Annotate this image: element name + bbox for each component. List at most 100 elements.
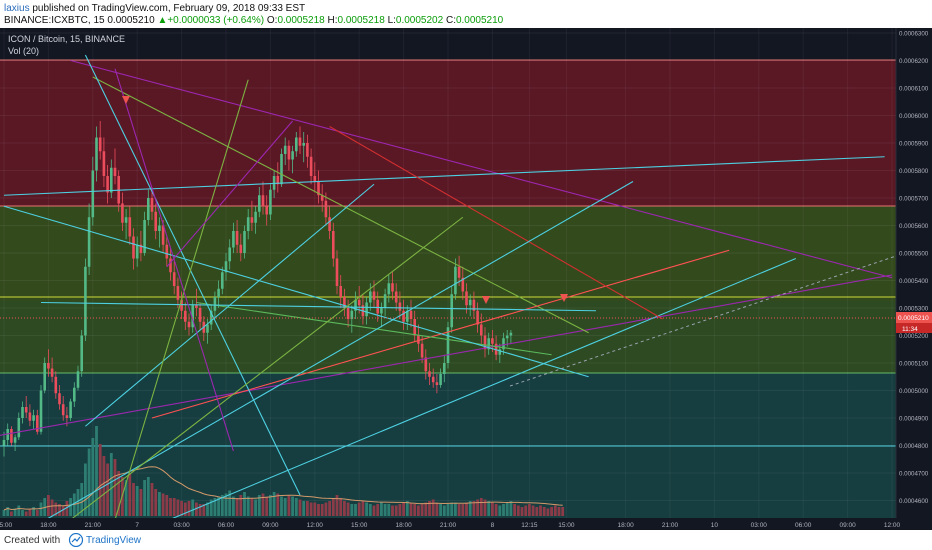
- volume-bar: [143, 480, 146, 516]
- candle-body: [472, 299, 476, 311]
- candle-body: [87, 217, 91, 267]
- trendline: [40, 301, 597, 312]
- candle-body: [505, 335, 509, 339]
- candle-body: [291, 151, 294, 160]
- publisher-username[interactable]: laxius: [4, 3, 30, 14]
- volume-bar: [409, 502, 413, 516]
- volume-bar: [420, 504, 424, 516]
- volume-bar: [287, 495, 291, 516]
- y-tick-label: 0.0005500: [899, 251, 929, 258]
- trendline: [3, 205, 589, 378]
- candle-body: [498, 349, 502, 355]
- candle-body: [180, 299, 183, 311]
- candle-body: [354, 299, 357, 311]
- x-tick-label: 12:15: [521, 522, 538, 529]
- dashed-projection-line[interactable]: [509, 255, 897, 387]
- candle-body: [309, 156, 313, 176]
- quote-line: BINANCE:ICXBTC, 15 0.0005210 ▲+0.0000033…: [4, 15, 503, 26]
- volume-bar: [450, 502, 454, 516]
- x-tick-label: 12:00: [307, 522, 324, 529]
- volume-bar: [191, 499, 195, 516]
- volume-bar: [113, 459, 117, 516]
- volume-bar: [428, 501, 431, 516]
- candle-body: [224, 261, 228, 273]
- tradingview-logo-icon[interactable]: [68, 533, 84, 547]
- candle-body: [298, 137, 302, 146]
- candle-body: [172, 272, 176, 286]
- volume-bar: [61, 505, 65, 516]
- volume-bar: [180, 501, 183, 516]
- tradingview-brand[interactable]: TradingView: [86, 535, 142, 546]
- candle-body: [228, 247, 231, 262]
- candle-body: [376, 299, 379, 314]
- volume-bar: [21, 510, 24, 516]
- candle-body: [480, 324, 483, 336]
- volume-bar: [139, 489, 143, 516]
- x-tick-label: 03:00: [751, 522, 768, 529]
- volume-bar: [439, 504, 442, 516]
- candle-body: [73, 387, 76, 402]
- volume-bar: [39, 502, 43, 516]
- volume-bar: [76, 489, 80, 516]
- volume-bar: [361, 501, 365, 516]
- y-tick-label: 0.0005400: [899, 278, 929, 285]
- y-tick-label: 0.0005800: [899, 168, 929, 175]
- y-tick-label: 0.0005900: [899, 141, 929, 148]
- candle-body: [198, 308, 202, 322]
- volume-bars: [2, 426, 565, 516]
- low-label: L:: [387, 15, 396, 26]
- volume-bar: [313, 502, 317, 516]
- candle-body: [184, 310, 187, 322]
- trendline: [70, 59, 893, 279]
- x-axis-ticks: 15:00 18:00 21:00 7 03:00 06:00 09:00 12:00 15:0…: [0, 522, 901, 529]
- candle-body: [246, 217, 250, 231]
- close-label: C:: [445, 15, 456, 26]
- candle-body: [128, 217, 132, 237]
- candle-body: [428, 371, 431, 377]
- candle-body: [243, 231, 246, 253]
- volume-bar: [235, 498, 239, 516]
- volume-bar: [346, 502, 350, 516]
- candle-body: [443, 363, 446, 374]
- candle-body: [372, 291, 376, 300]
- candle-body: [158, 225, 161, 231]
- candle-body: [165, 244, 169, 259]
- trendline: [196, 301, 552, 356]
- candle-body: [10, 429, 13, 443]
- volume-bar: [302, 501, 306, 516]
- volume-bar: [498, 505, 502, 516]
- volume-bar: [272, 492, 276, 516]
- candle-body: [6, 429, 9, 440]
- volume-bar: [509, 501, 513, 516]
- candle-body: [398, 302, 402, 311]
- x-tick-label: 06:00: [795, 522, 812, 529]
- change-up-icon: ▲: [157, 15, 168, 26]
- volume-bar: [454, 502, 457, 516]
- candle-body: [468, 299, 472, 306]
- volume-bar: [542, 507, 546, 516]
- volume-bar: [520, 507, 524, 516]
- volume-bar: [169, 498, 172, 516]
- candle-body: [43, 363, 46, 391]
- candle-body: [195, 305, 198, 308]
- low-value: 0.0005202: [395, 15, 444, 26]
- candle-body: [439, 374, 442, 385]
- x-tick-label: 8: [491, 522, 495, 529]
- volume-bar: [17, 505, 21, 516]
- volume-bar: [132, 483, 135, 516]
- price-axis[interactable]: [896, 28, 932, 530]
- footer: Created with TradingView: [0, 530, 932, 550]
- candle-body: [221, 272, 224, 289]
- volume-bar: [539, 505, 542, 516]
- volume-bar: [109, 453, 113, 516]
- time-axis[interactable]: [0, 518, 932, 530]
- open-value: 0.0005218: [277, 15, 325, 26]
- volume-bar: [446, 504, 450, 516]
- trendline: [166, 120, 294, 268]
- volume-bar: [47, 495, 50, 516]
- volume-bar: [339, 498, 343, 516]
- trendline: [92, 76, 589, 334]
- candle-body: [280, 154, 283, 185]
- volume-bar: [528, 504, 531, 516]
- price-chart[interactable]: ICON / Bitcoin, 15, BINANCE Vol (20) 0.0…: [0, 28, 932, 530]
